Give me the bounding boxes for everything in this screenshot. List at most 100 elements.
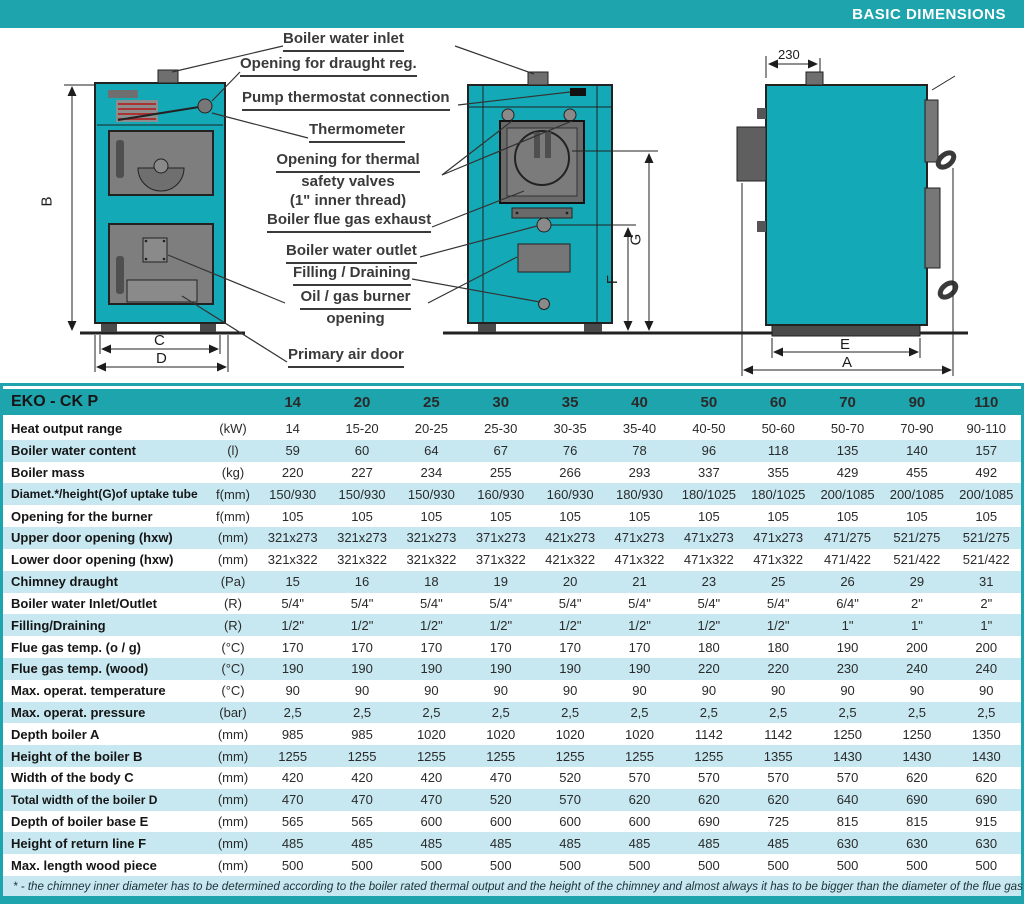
cell-value: 30-35 [553,421,587,437]
row-unit: (°C) [221,661,245,677]
cell-value: 521/422 [893,552,941,568]
cell-value: 321x322 [267,552,318,568]
cell-value: 2,5 [422,704,441,720]
cell-value: 1355 [763,748,793,764]
cell-value: 1255 [625,748,654,764]
cell-value: 1250 [902,726,932,742]
cell-value: 90 [285,683,300,699]
cell-value: 471/275 [824,530,872,546]
row-label: Diamet.*/height(G)of uptake tube [11,487,198,502]
cell-value: 500 [767,857,790,873]
cell-value: 227 [351,465,373,481]
cell-value: 26 [840,574,855,590]
cell-value: 1350 [971,726,1001,742]
dim-label-d: D [156,350,167,367]
burner-opening-plate [142,237,168,263]
cell-value: 2,5 [769,704,788,720]
row-label: Depth boiler A [11,726,100,742]
row-label: Total width of the boiler D [11,792,158,807]
cell-value: 96 [701,443,717,459]
cell-value: 1/2" [350,617,374,633]
cell-value: 471x322 [683,552,734,568]
cell-value: 1255 [555,748,585,764]
cell-value: 500 [420,857,443,873]
cell-value: 180 [697,639,720,655]
cell-value: 105 [906,508,928,524]
table-row: Height of the boiler B (mm) 1255 1255 1255 12… [3,745,1021,767]
cell-value: 600 [559,814,581,830]
dim-label-a: A [842,354,853,371]
dim-label-g: G [627,233,645,246]
cell-value: 570 [836,770,859,786]
table-row: Boiler water content (l) 59 60 64 67 76 78 96 118… [3,439,1021,462]
cell-value: 220 [767,661,790,677]
burner-opening-rear [517,243,571,273]
cell-value: 500 [281,857,304,873]
draught-regulator-knob [197,98,213,114]
cell-value: 1142 [764,726,793,742]
table-row: Total width of the boiler D (mm) 470 470 470… [3,788,1021,811]
cell-value: 118 [767,443,789,459]
cell-value: 620 [767,792,790,808]
table-row: Chimney draught (Pa) 15 16 18 19 20 21 23 25 26 29 3… [3,570,1021,593]
table-header-row: EKO - CK P 14 20 25 30 35 40 50 60 70 90 110 [3,389,1021,415]
row-label: Flue gas temp. (o / g) [11,639,142,655]
cell-value: 190 [281,661,304,677]
cell-value: 690 [697,814,720,830]
row-unit: (R) [223,617,243,633]
cell-value: 1430 [902,748,932,764]
page-header-bar: BASIC DIMENSIONS [0,0,1024,28]
row-label: Boiler water Inlet/Outlet [11,595,157,611]
cell-value: 565 [281,814,304,830]
thermal-safety-valve-opening [563,108,577,122]
table-row: Width of the body C (mm) 420 420 420 470 520 57… [3,767,1021,789]
cell-value: 1250 [833,726,863,742]
cell-value: 150/930 [338,486,386,502]
dim-label-f: F [604,274,622,285]
cell-value: 985 [281,726,304,742]
cell-value: 230 [836,661,859,677]
cell-value: 160/930 [546,486,594,502]
row-label: Boiler water content [11,443,136,459]
cell-value: 2,5 [977,704,996,720]
cell-value: 1/2" [558,617,582,633]
table-row: Height of return line F (mm) 485 485 485 485 4… [3,832,1021,855]
cell-value: 1/2" [628,617,651,633]
cell-value: 2" [980,595,993,611]
cell-value: 521/275 [962,530,1010,546]
cell-value: 140 [906,443,928,459]
boiler-front-view [94,69,226,332]
cell-value: 1142 [694,726,723,742]
cell-value: 421x322 [545,552,596,568]
cell-value: 420 [281,770,304,786]
row-label: Height of the boiler B [11,748,143,764]
cell-value: 170 [628,639,651,655]
cell-value: 180/1025 [751,486,806,502]
cell-value: 485 [420,835,443,851]
cell-value: 485 [559,835,581,851]
cell-value: 429 [836,465,859,481]
cell-value: 64 [424,443,439,459]
cell-value: 1255 [486,748,516,764]
table-row: Opening for the burner f(mm) 105 105 105 105 1… [3,505,1021,528]
row-label: Height of return line F [11,835,147,851]
cell-value: 485 [767,835,790,851]
cell-value: 420 [351,770,373,786]
cell-value: 485 [628,835,651,851]
cell-value: 471x322 [614,552,665,568]
flue-gas-exhaust [514,130,570,186]
cell-value: 190 [351,661,373,677]
cell-value: 471x273 [614,530,665,546]
cell-value: 500 [975,857,998,873]
cell-value: 600 [628,814,651,830]
model-column-header: 50 [700,393,718,411]
cell-value: 23 [701,574,717,590]
callout-filling-draining: Filling / Draining [293,264,411,286]
callout-thermometer: Thermometer [309,121,405,143]
cell-value: 485 [281,835,304,851]
cell-value: 105 [628,508,651,524]
cell-value: 180/930 [615,486,663,502]
model-column-header: 25 [423,393,440,411]
cell-value: 105 [351,508,373,524]
cell-value: 105 [559,508,581,524]
